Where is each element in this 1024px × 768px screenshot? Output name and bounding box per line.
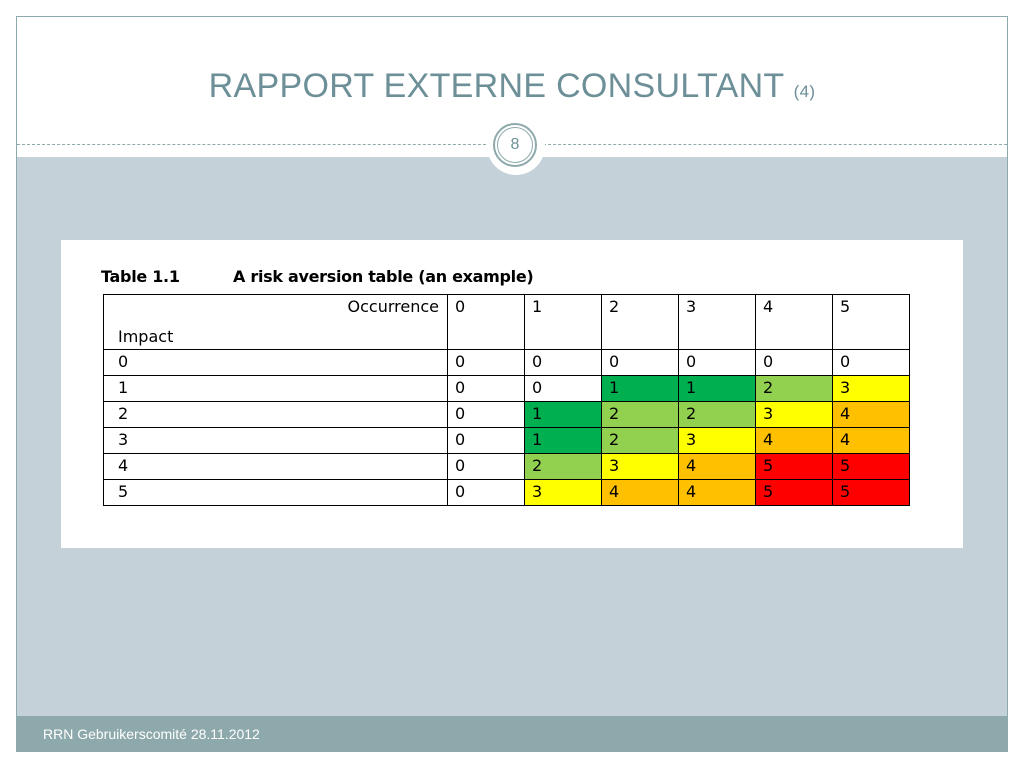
footer-bar: RRN Gebruikerscomité 28.11.2012 (17, 716, 1007, 751)
table-caption-text: A risk aversion table (an example) (233, 267, 534, 286)
risk-value-cell: 1 (524, 401, 602, 428)
risk-value-cell: 0 (601, 349, 679, 376)
risk-value-cell: 1 (678, 375, 756, 402)
occurrence-header-cell: 1 (524, 294, 602, 350)
risk-value-cell: 1 (601, 375, 679, 402)
occurrence-header-cell: 2 (601, 294, 679, 350)
risk-value-cell: 4 (832, 427, 910, 454)
risk-value-cell: 0 (678, 349, 756, 376)
occurrence-label: Occurrence (347, 297, 439, 316)
risk-value-cell: 0 (832, 349, 910, 376)
risk-value-cell: 4 (678, 453, 756, 480)
risk-value-cell: 0 (447, 427, 525, 454)
risk-value-cell: 0 (755, 349, 833, 376)
impact-cell: 5 (103, 479, 448, 506)
risk-value-cell: 3 (832, 375, 910, 402)
risk-value-cell: 3 (755, 401, 833, 428)
risk-table-card: Table 1.1 A risk aversion table (an examp… (61, 240, 963, 548)
risk-value-cell: 2 (601, 401, 679, 428)
risk-value-cell: 2 (755, 375, 833, 402)
risk-value-cell: 4 (678, 479, 756, 506)
risk-value-cell: 2 (524, 453, 602, 480)
slide-title: RAPPORT EXTERNE CONSULTANT (4) (17, 67, 1007, 106)
risk-value-cell: 5 (832, 479, 910, 506)
risk-value-cell: 3 (601, 453, 679, 480)
table-caption-number: Table 1.1 (101, 267, 180, 286)
slide-title-suffix: (4) (793, 82, 816, 101)
occurrence-header-cell: 4 (755, 294, 833, 350)
impact-cell: 3 (103, 427, 448, 454)
risk-value-cell: 1 (524, 427, 602, 454)
risk-value-cell: 5 (755, 479, 833, 506)
risk-value-cell: 0 (524, 349, 602, 376)
footer-text: RRN Gebruikerscomité 28.11.2012 (43, 726, 260, 742)
risk-value-cell: 0 (447, 453, 525, 480)
risk-value-cell: 4 (601, 479, 679, 506)
risk-value-cell: 2 (601, 427, 679, 454)
risk-value-cell: 4 (832, 401, 910, 428)
risk-value-cell: 0 (447, 401, 525, 428)
risk-value-cell: 5 (832, 453, 910, 480)
occurrence-header-cell: 5 (832, 294, 910, 350)
risk-value-cell: 5 (755, 453, 833, 480)
occurrence-header-cell: 0 (447, 294, 525, 350)
risk-value-cell: 0 (447, 375, 525, 402)
risk-value-cell: 0 (524, 375, 602, 402)
risk-value-cell: 3 (678, 427, 756, 454)
impact-cell: 1 (103, 375, 448, 402)
slide-title-text: RAPPORT EXTERNE CONSULTANT (208, 67, 784, 105)
header-corner-cell: Occurrence Impact (103, 294, 448, 350)
slide-number: 8 (493, 123, 537, 167)
impact-cell: 0 (103, 349, 448, 376)
slide-frame: RAPPORT EXTERNE CONSULTANT (4) 8 Table 1… (16, 16, 1008, 752)
table-caption: Table 1.1 A risk aversion table (an examp… (101, 267, 534, 286)
impact-label: Impact (118, 327, 174, 346)
risk-value-cell: 0 (447, 479, 525, 506)
risk-value-cell: 4 (755, 427, 833, 454)
impact-cell: 4 (103, 453, 448, 480)
occurrence-header-cell: 3 (678, 294, 756, 350)
risk-value-cell: 3 (524, 479, 602, 506)
risk-value-cell: 0 (447, 349, 525, 376)
impact-cell: 2 (103, 401, 448, 428)
risk-value-cell: 2 (678, 401, 756, 428)
slide-number-badge: 8 (487, 117, 545, 175)
table-header-row: Occurrence Impact 0 1 2 3 4 5 (103, 294, 910, 350)
